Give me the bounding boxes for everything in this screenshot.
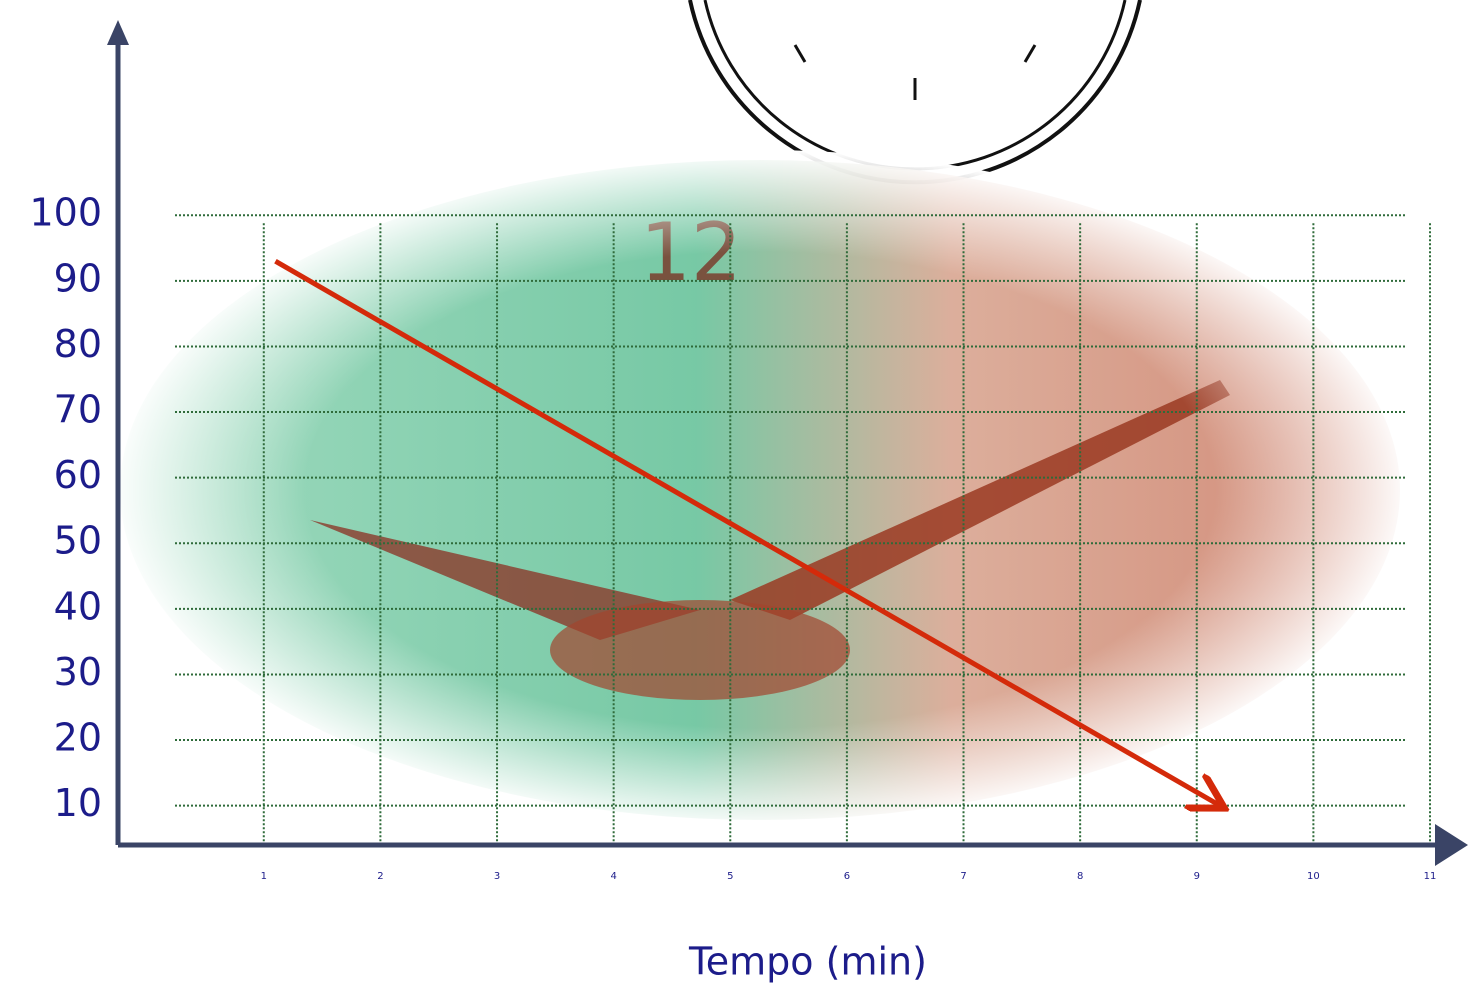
x-axis-label: Tempo (min) (688, 940, 927, 984)
y-tick-label: 90 (54, 256, 102, 300)
y-tick-label: 20 (54, 716, 102, 760)
x-tick-label: 10 (1307, 871, 1320, 882)
y-tick-label: 10 (54, 781, 102, 825)
y-tick-label: 30 (54, 650, 102, 694)
x-tick-label: 1 (261, 871, 267, 882)
clock-image: 12 (110, 150, 1410, 830)
x-tick-label: 9 (1194, 871, 1200, 882)
axes (107, 20, 1468, 866)
x-tick-label: 7 (960, 871, 966, 882)
x-tick-label: 6 (844, 871, 850, 882)
y-tick-label: 100 (29, 191, 102, 235)
x-tick-label: 4 (610, 871, 616, 882)
y-tick-label: 80 (54, 322, 102, 366)
trend-arrow (274, 258, 1220, 805)
x-tick-label: 11 (1424, 871, 1437, 882)
x-tick-label: 5 (727, 871, 733, 882)
x-tick-label: 3 (494, 871, 500, 882)
y-tick-label: 50 (54, 519, 102, 563)
y-tick-label: 60 (54, 453, 102, 497)
x-tick-label: 2 (377, 871, 383, 882)
y-tick-label: 70 (54, 388, 102, 432)
y-tick-label: 40 (54, 584, 102, 628)
x-tick-label: 8 (1077, 871, 1083, 882)
